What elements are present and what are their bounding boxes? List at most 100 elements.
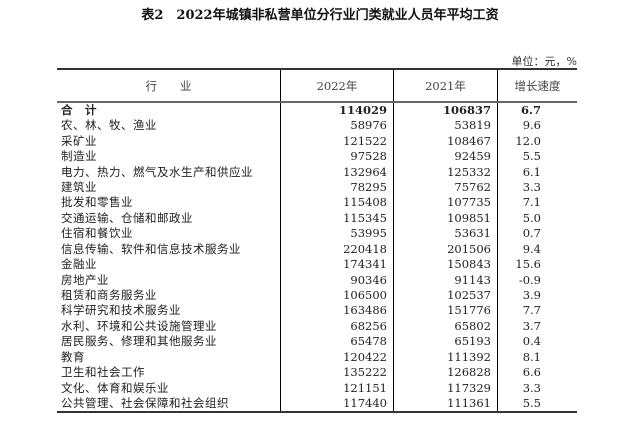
growth-cell: 0.7 [497,226,577,242]
table-row: 房地产业 90346 91143 -0.9 [57,272,577,288]
growth-cell: 15.6 [497,256,577,273]
table-row: 农、林、牧、渔业 58976 53819 9.6 [57,118,577,134]
wage-2022-cell: 78295 [280,179,394,196]
growth-cell: 0.4 [497,334,577,350]
wage-2022-cell: 132964 [280,164,394,180]
industry-cell: 电力、热力、燃气及水生产和供应业 [61,164,253,179]
industry-cell: 批发和零售业 [61,195,133,210]
industry-cell: 金融业 [61,257,97,272]
industry-cell: 公共管理、社会保障和社会组织 [57,395,281,413]
header-2022: 2022年 [280,68,394,103]
table-row: 公共管理、社会保障和社会组织 117440 111361 5.5 [57,395,577,413]
table-row: 建筑业 78295 75762 3.3 [57,179,577,196]
industry-cell: 卫生和社会工作 [61,365,145,380]
wage-2022-cell: 121151 [280,380,394,396]
growth-cell: 7.7 [497,303,577,319]
wage-2022-cell: 106500 [280,287,394,304]
wage-2021-cell: 111392 [393,349,498,365]
table-row: 交通运输、仓储和邮政业 115345 109851 5.0 [57,210,577,227]
wage-table: 行 业 2022年 2021年 增长速度 合 计 114029 106837 6.7 农… [57,68,577,413]
growth-cell: 6.6 [497,365,577,381]
industry-cell: 住宿和餐饮业 [61,226,133,241]
industry-cell: 制造业 [61,149,97,164]
growth-cell: 9.6 [497,118,577,134]
growth-cell: 5.0 [497,210,577,227]
industry-cell: 交通运输、仓储和邮政业 [61,210,193,225]
wage-2021-cell: 201506 [393,241,498,257]
wage-2021-cell: 107735 [393,195,498,211]
table-row: 电力、热力、燃气及水生产和供应业 132964 125332 6.1 [57,164,577,180]
wage-2021-cell: 65802 [393,318,498,335]
industry-cell: 农、林、牧、渔业 [61,118,157,133]
wage-2021-cell: 102537 [393,287,498,304]
industry-cell: 居民服务、修理和其他服务业 [61,334,217,349]
wage-2022-cell: 174341 [280,256,394,273]
growth-cell: 3.9 [497,287,577,304]
wage-2022-cell: 114029 [280,102,394,118]
industry-cell: 采矿业 [61,133,97,148]
wage-2022-cell: 121522 [280,133,394,149]
wage-2022-cell: 53995 [280,226,394,242]
table-row: 卫生和社会工作 135222 126828 6.6 [57,365,577,381]
table-row: 采矿业 121522 108467 12.0 [57,133,577,149]
wage-2021-cell: 109851 [393,210,498,227]
wage-2021-cell: 151776 [393,303,498,319]
table-row: 科学研究和技术服务业 163486 151776 7.7 [57,303,577,319]
industry-cell: 教育 [61,349,85,364]
growth-cell: 7.1 [497,195,577,211]
wage-2022-cell: 90346 [280,272,394,288]
wage-2022-cell: 163486 [280,303,394,319]
growth-cell: 6.7 [497,102,577,118]
wage-2021-cell: 53631 [393,226,498,242]
wage-2022-cell: 97528 [280,148,394,165]
wage-2021-cell: 65193 [393,334,498,350]
wage-2021-cell: 126828 [393,365,498,381]
industry-cell: 水利、环境和公共设施管理业 [61,318,217,333]
table-row: 制造业 97528 92459 5.5 [57,148,577,165]
growth-cell: 12.0 [497,133,577,149]
growth-cell: 3.3 [497,380,577,396]
wage-2022-cell: 135222 [280,365,394,381]
wage-2022-cell: 120422 [280,349,394,365]
wage-2022-cell: 58976 [280,118,394,134]
wage-2022-cell: 220418 [280,241,394,257]
header-growth: 增长速度 [497,68,577,103]
growth-cell: 9.4 [497,241,577,257]
wage-2021-cell: 92459 [393,148,498,165]
growth-cell: 5.5 [497,395,577,413]
growth-cell: 3.7 [497,318,577,335]
wage-2022-cell: 65478 [280,334,394,350]
industry-cell: 房地产业 [61,272,109,287]
wage-2021-cell: 106837 [393,102,498,118]
table-title: 表2 2022年城镇非私营单位分行业门类就业人员年平均工资 [141,8,499,23]
growth-cell: -0.9 [497,272,577,288]
wage-2021-cell: 53819 [393,118,498,134]
industry-cell: 租赁和商务服务业 [61,288,157,303]
wage-2021-cell: 125332 [393,164,498,180]
growth-cell: 6.1 [497,164,577,180]
table-row: 批发和零售业 115408 107735 7.1 [57,195,577,211]
wage-2022-cell: 115345 [280,210,394,227]
growth-cell: 8.1 [497,349,577,365]
table-row: 居民服务、修理和其他服务业 65478 65193 0.4 [57,334,577,350]
wage-2022-cell: 117440 [280,395,394,413]
table-row: 信息传输、软件和信息技术服务业 220418 201506 9.4 [57,241,577,257]
table-row: 金融业 174341 150843 15.6 [57,256,577,273]
table-row: 教育 120422 111392 8.1 [57,349,577,365]
table-row: 住宿和餐饮业 53995 53631 0.7 [57,226,577,242]
header-2021: 2021年 [393,68,498,103]
industry-cell: 文化、体育和娱乐业 [61,380,169,395]
wage-2021-cell: 91143 [393,272,498,288]
industry-cell: 科学研究和技术服务业 [61,303,181,318]
table-row: 合 计 114029 106837 6.7 [57,102,577,118]
wage-2021-cell: 117329 [393,380,498,396]
industry-cell: 信息传输、软件和信息技术服务业 [61,241,241,256]
wage-2021-cell: 111361 [393,395,498,413]
header-row: 行 业 2022年 2021年 增长速度 [57,68,577,103]
header-industry: 行 业 [57,68,281,103]
unit-note: 单位：元，% [511,55,577,68]
growth-cell: 3.3 [497,179,577,196]
wage-2021-cell: 150843 [393,256,498,273]
wage-2022-cell: 115408 [280,195,394,211]
table-row: 水利、环境和公共设施管理业 68256 65802 3.7 [57,318,577,335]
